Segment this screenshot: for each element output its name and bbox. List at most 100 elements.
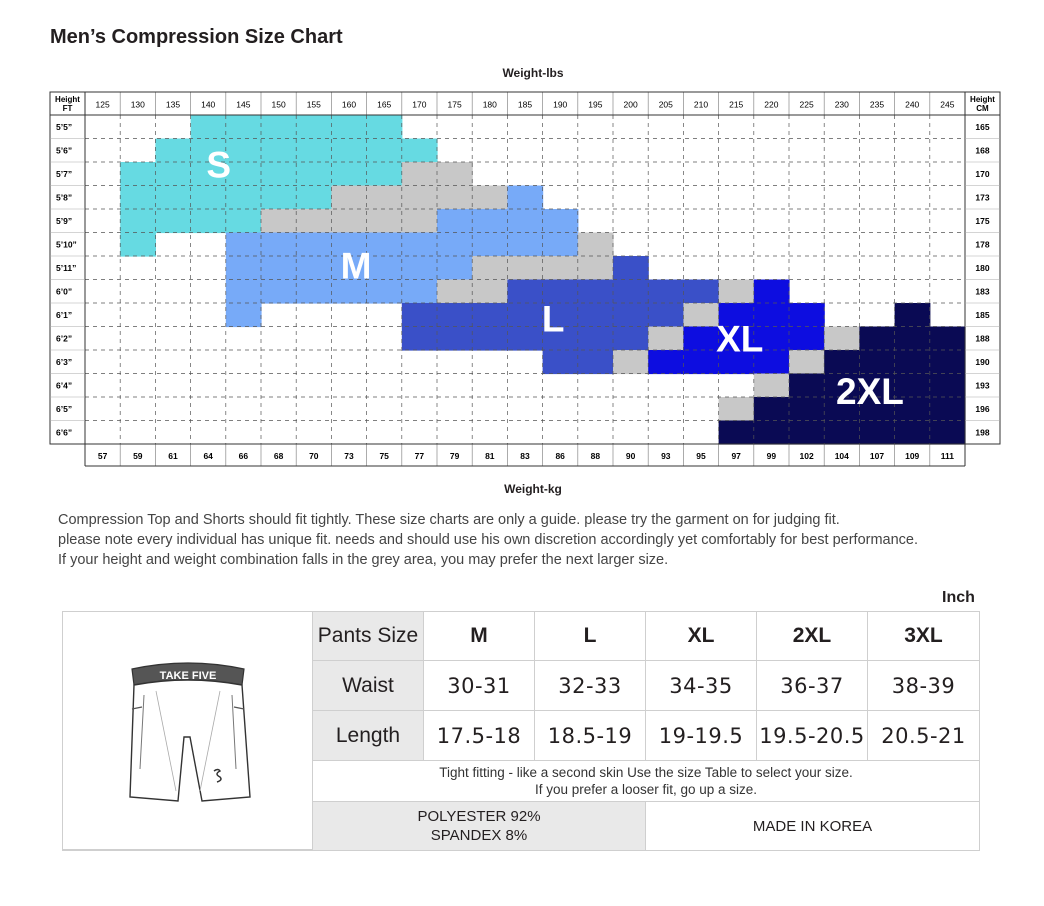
x-axis-bottom-label: Weight-kg <box>504 482 562 496</box>
weight-kg-tick: 75 <box>379 451 389 461</box>
note-line: Compression Top and Shorts should fit ti… <box>58 512 840 528</box>
size-cell-s <box>225 138 262 163</box>
note-line: If your height and weight combination fa… <box>58 552 669 568</box>
size-cell-m <box>331 232 368 257</box>
height-ft-tick: 5’10” <box>56 239 77 249</box>
size-cell-xl <box>718 303 755 328</box>
size-cell-s <box>120 185 156 210</box>
length-value: 19-19.5 <box>646 711 757 761</box>
brand-text: TAKE FIVE <box>159 670 216 682</box>
size-cell-l <box>507 326 544 351</box>
size-cell-l <box>507 279 544 304</box>
size-header: 2XL <box>757 612 868 661</box>
size-cell-s <box>190 115 227 140</box>
weight-lbs-tick: 150 <box>272 100 286 110</box>
size-cell-2xl <box>929 397 966 422</box>
pants-size-header: Pants Size <box>313 612 424 661</box>
waist-value: 32-33 <box>535 661 646 711</box>
size-cell-m <box>331 256 368 281</box>
compression-shorts-icon: TAKE FIVE <box>128 661 251 802</box>
size-cell-s <box>296 115 332 140</box>
size-cell-s <box>155 185 192 210</box>
height-ft-tick: 5’6” <box>56 145 72 155</box>
size-cell-s <box>401 138 438 163</box>
size-cell-s <box>331 138 368 163</box>
size-cell-l <box>437 326 473 351</box>
size-cell-grey <box>401 209 438 234</box>
size-cell-grey <box>331 185 368 210</box>
weight-kg-tick: 70 <box>309 451 319 461</box>
size-cell-2xl <box>789 373 825 398</box>
weight-kg-tick: 86 <box>555 451 565 461</box>
size-cell-2xl <box>929 326 966 351</box>
x-axis-top-label: Weight-lbs <box>502 66 564 80</box>
size-cell-grey <box>437 162 473 187</box>
size-cell-2xl <box>894 397 931 422</box>
weight-lbs-tick: 145 <box>236 100 250 110</box>
size-cell-xl <box>718 326 755 351</box>
size-region-label: 2XL <box>836 371 904 412</box>
size-cell-2xl <box>894 326 931 351</box>
size-cell-m <box>261 279 297 304</box>
weight-kg-tick: 95 <box>696 451 706 461</box>
size-cell-m <box>225 256 262 281</box>
waist-row-label: Waist <box>313 661 424 711</box>
size-cell-s <box>190 209 227 234</box>
size-cell-l <box>577 350 614 375</box>
length-row-label: Length <box>313 711 424 761</box>
size-cell-2xl <box>753 397 790 422</box>
size-cell-l <box>683 279 720 304</box>
weight-kg-tick: 77 <box>415 451 425 461</box>
weight-kg-tick: 107 <box>870 451 884 461</box>
size-cell-m <box>296 279 332 304</box>
size-cell-s <box>331 115 368 140</box>
size-cell-s <box>155 209 192 234</box>
height-ft-tick: 6’4” <box>56 380 72 390</box>
weight-lbs-tick: 130 <box>131 100 145 110</box>
size-cell-2xl <box>824 350 860 375</box>
size-cell-m <box>401 279 438 304</box>
size-cell-m <box>401 232 438 257</box>
height-ft-tick: 5’7” <box>56 169 72 179</box>
fit-instructions: Tight fitting - like a second skin Use t… <box>313 761 979 802</box>
height-cm-tick: 188 <box>975 333 989 343</box>
size-cell-grey <box>577 232 614 257</box>
waist-value: 34-35 <box>646 661 757 711</box>
weight-lbs-tick: 205 <box>659 100 673 110</box>
weight-lbs-tick: 210 <box>694 100 708 110</box>
size-cell-grey <box>437 185 473 210</box>
size-cell-grey <box>437 279 473 304</box>
size-cell-l <box>577 326 614 351</box>
size-region-label: M <box>341 245 372 286</box>
size-cell-xl <box>683 350 720 375</box>
size-cell-m <box>296 232 332 257</box>
length-value: 17.5-18 <box>424 711 535 761</box>
height-ft-tick: 6’5” <box>56 404 72 414</box>
size-cell-xl <box>753 350 790 375</box>
size-cell-grey <box>753 373 790 398</box>
fit-note: Compression Top and Shorts should fit ti… <box>58 510 918 570</box>
height-ft-header: Height <box>55 95 80 104</box>
height-ft-tick: 6’0” <box>56 286 72 296</box>
weight-lbs-tick: 215 <box>729 100 743 110</box>
size-region-label: L <box>542 298 565 339</box>
weight-kg-tick: 79 <box>450 451 460 461</box>
size-cell-m <box>507 209 544 234</box>
size-header: L <box>535 612 646 661</box>
length-value: 20.5-21 <box>868 711 979 761</box>
waist-value: 30-31 <box>424 661 535 711</box>
size-cell-2xl <box>859 397 896 422</box>
size-cell-grey <box>542 256 579 281</box>
size-cell-l <box>613 256 649 281</box>
size-cell-m <box>437 232 473 257</box>
weight-lbs-tick: 225 <box>800 100 814 110</box>
size-cell-grey <box>472 256 508 281</box>
height-cm-tick: 175 <box>975 216 989 226</box>
weight-kg-tick: 59 <box>133 451 143 461</box>
size-region-label: XL <box>716 318 763 359</box>
size-cell-grey <box>577 256 614 281</box>
size-header: 3XL <box>868 612 979 661</box>
size-cell-xl <box>648 350 684 375</box>
size-cell-m <box>331 279 368 304</box>
